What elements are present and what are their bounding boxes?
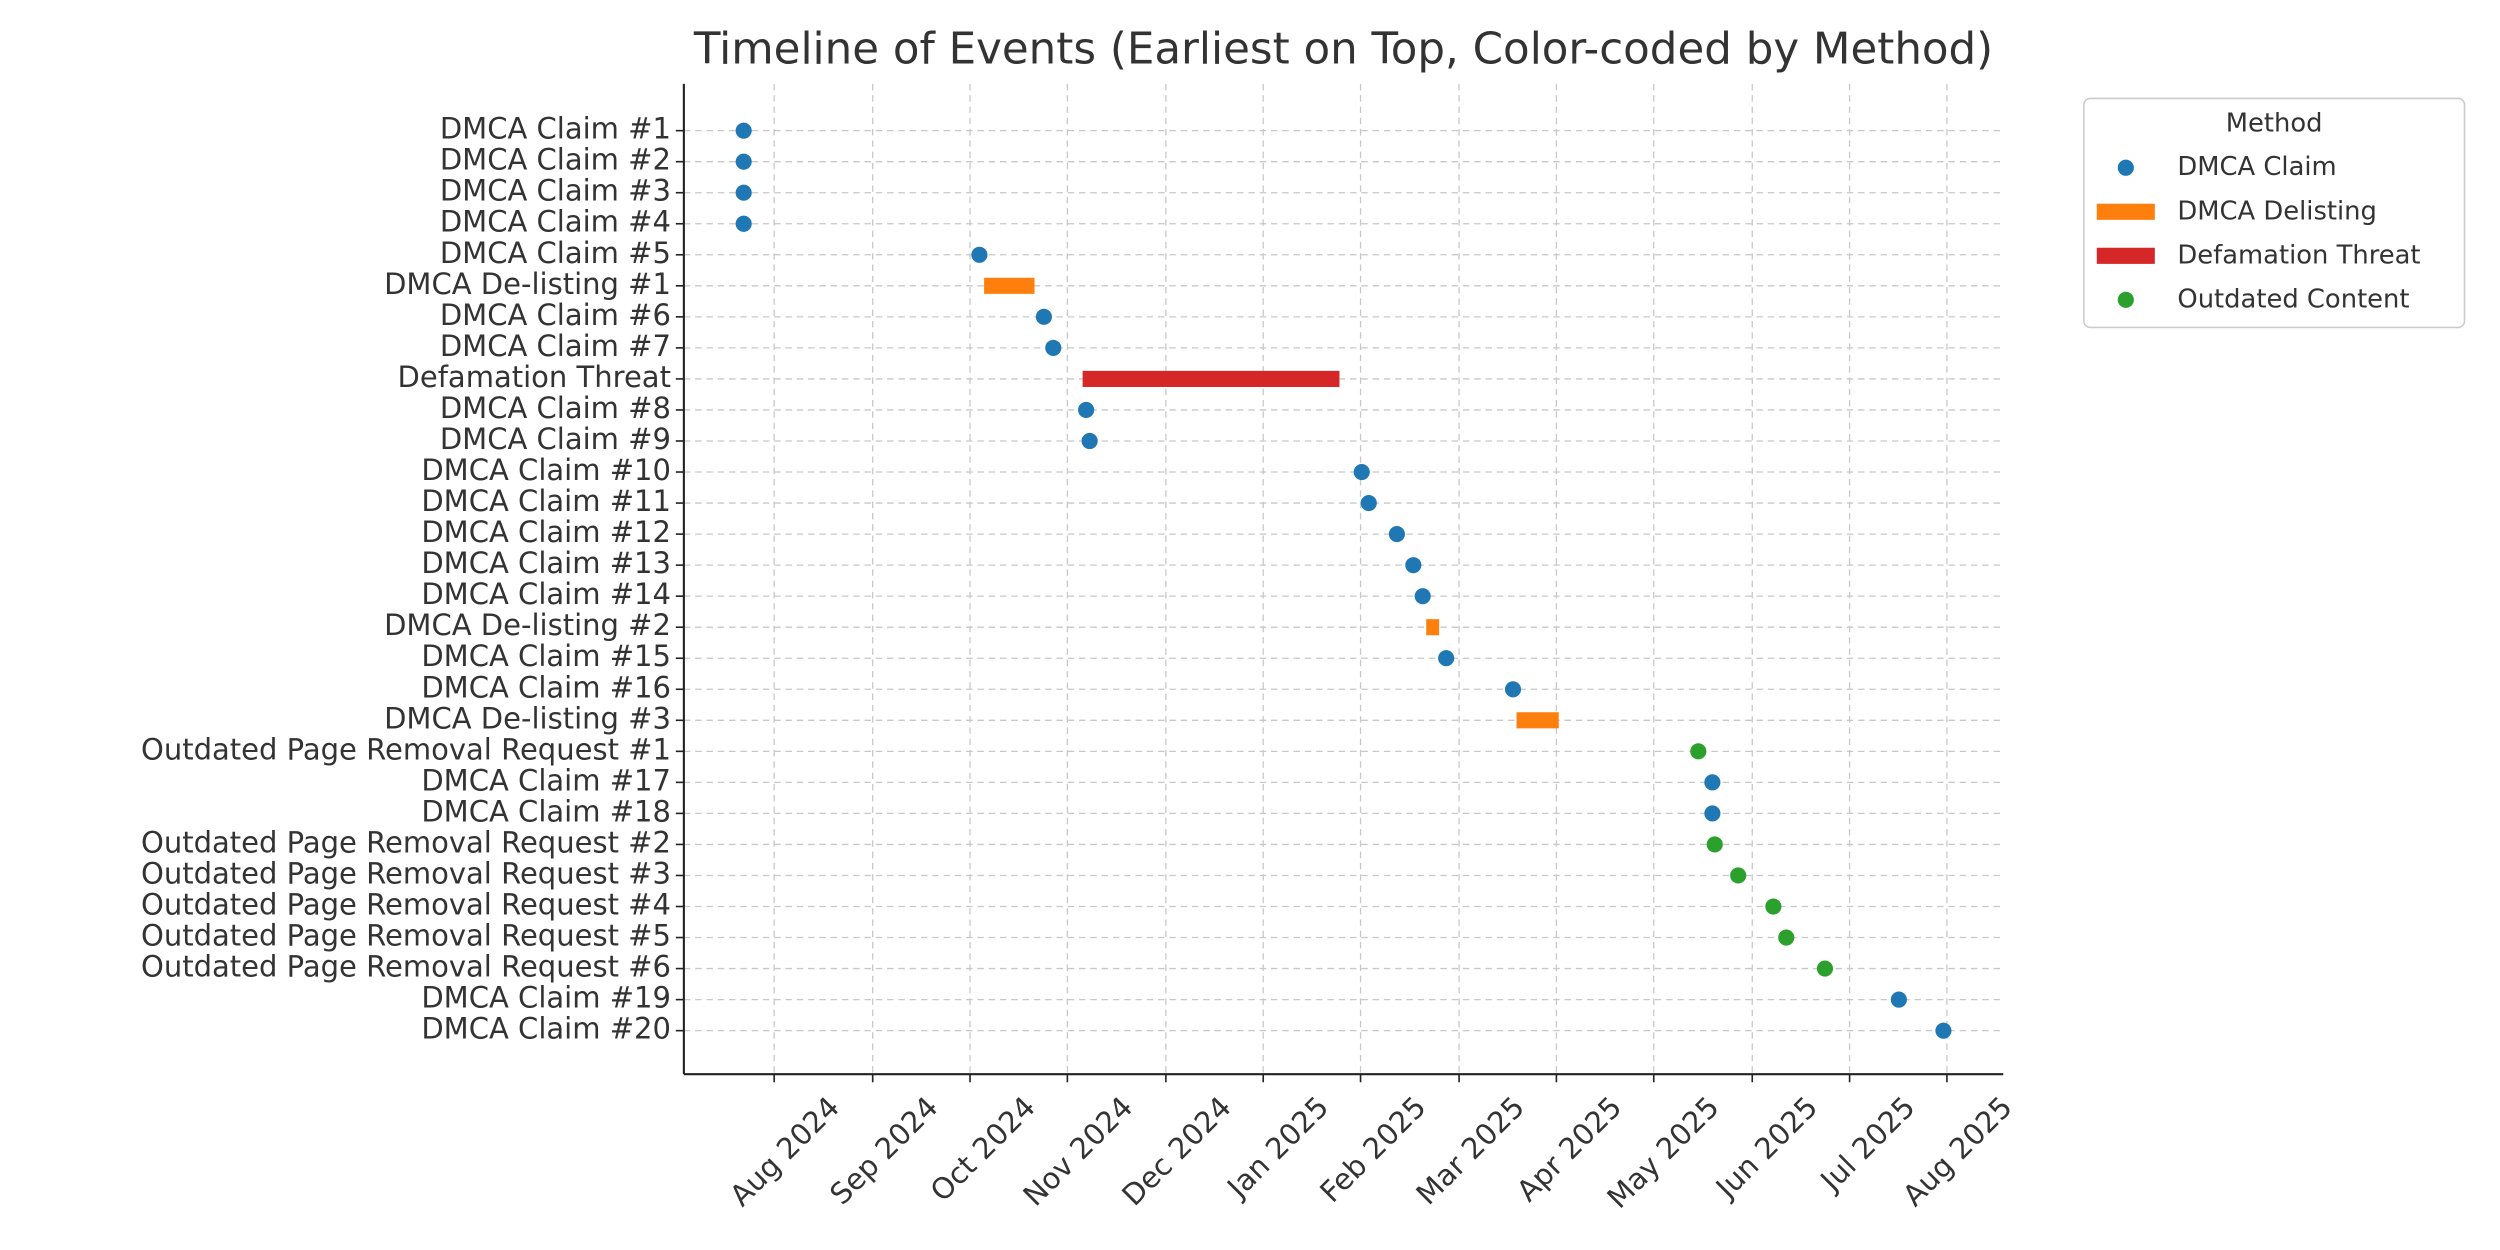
y-tick-label: Outdated Page Removal Request #4 <box>141 888 671 922</box>
y-tick-label: DMCA De-listing #1 <box>384 267 671 301</box>
y-tick-label: DMCA Claim #12 <box>421 515 671 549</box>
event-bar <box>1082 370 1340 387</box>
y-tick-label: DMCA Claim #18 <box>421 794 671 828</box>
legend: Method DMCA Claim DMCA Delisting Defamation… <box>2083 97 2466 329</box>
event-bar <box>1426 619 1440 636</box>
y-tick-label: DMCA Claim #8 <box>440 391 671 425</box>
event-point <box>1706 836 1723 853</box>
event-point <box>1360 494 1377 512</box>
event-point <box>1414 588 1431 605</box>
y-tick-label: Outdated Page Removal Request #1 <box>141 732 671 766</box>
legend-label: DMCA Delisting <box>2177 196 2376 226</box>
y-tick-label: DMCA Claim #14 <box>421 577 671 611</box>
event-point <box>1704 805 1721 822</box>
y-tick-label: DMCA Claim #3 <box>440 174 671 208</box>
event-point <box>1078 401 1095 419</box>
y-tick-label: Outdated Page Removal Request #6 <box>141 950 671 984</box>
y-tick-label: DMCA Claim #15 <box>421 639 671 673</box>
x-tick-label: Aug 2024 <box>723 1090 846 1213</box>
y-tick-label: Outdated Page Removal Request #2 <box>141 825 671 859</box>
y-tick-label: DMCA Claim #10 <box>421 453 671 487</box>
y-tick-label: DMCA Claim #13 <box>421 546 671 580</box>
event-point <box>1353 463 1370 481</box>
x-tick-label: Mar 2025 <box>1409 1090 1530 1211</box>
y-tick-label: DMCA Claim #2 <box>440 143 671 177</box>
legend-marker <box>2117 159 2134 176</box>
event-point <box>735 215 752 232</box>
event-point <box>1405 557 1422 574</box>
y-tick-label: DMCA Claim #20 <box>421 1012 671 1046</box>
y-tick-label: DMCA Claim #4 <box>440 205 671 239</box>
y-tick-label: DMCA De-listing #3 <box>384 701 671 735</box>
y-tick-label: Outdated Page Removal Request #5 <box>141 919 671 953</box>
legend-box <box>2083 97 2466 329</box>
y-tick-label: DMCA Claim #19 <box>421 981 671 1015</box>
y-tick-label: DMCA Claim #5 <box>440 236 671 270</box>
event-point <box>1081 432 1098 450</box>
event-point <box>1438 650 1455 667</box>
legend-label: DMCA Claim <box>2177 152 2336 182</box>
event-point <box>1935 1022 1952 1039</box>
event-point <box>1690 743 1707 760</box>
y-tick-label: DMCA Claim #1 <box>440 112 671 146</box>
event-point <box>1890 991 1907 1008</box>
y-tick-label: Defamation Threat <box>398 360 671 394</box>
event-point <box>1730 867 1747 884</box>
event-point <box>1504 681 1522 698</box>
event-point <box>1045 339 1062 356</box>
x-tick-label: Sep 2024 <box>823 1090 944 1211</box>
event-point <box>1778 929 1795 946</box>
legend-title: Method <box>2226 109 2323 139</box>
legend-marker <box>2096 203 2155 220</box>
legend-marker <box>2096 247 2155 264</box>
event-bar <box>1516 712 1559 729</box>
chart-title: Timeline of Events (Earliest on Top, Col… <box>693 25 1993 75</box>
event-point <box>1816 960 1834 977</box>
y-tick-label: DMCA Claim #9 <box>440 422 671 456</box>
y-tick-label: DMCA Claim #17 <box>421 763 671 797</box>
event-point <box>1704 774 1721 791</box>
event-point <box>1765 898 1782 915</box>
legend-marker <box>2117 291 2134 308</box>
event-point <box>735 184 752 201</box>
y-tick-label: Outdated Page Removal Request #3 <box>141 856 671 890</box>
event-point <box>735 153 752 170</box>
event-point <box>1035 308 1052 325</box>
legend-label: Outdated Content <box>2177 284 2409 314</box>
y-tick-label: DMCA De-listing #2 <box>384 608 671 642</box>
event-point <box>735 122 752 139</box>
y-tick-label: DMCA Claim #7 <box>440 329 671 363</box>
event-point <box>1388 526 1405 543</box>
y-tick-label: DMCA Claim #16 <box>421 670 671 704</box>
x-tick-label: Jun 2025 <box>1708 1090 1824 1206</box>
y-tick-label: DMCA Claim #6 <box>440 298 671 332</box>
y-tick-label: DMCA Claim #11 <box>421 484 671 518</box>
event-bar <box>984 277 1035 294</box>
event-point <box>971 246 988 263</box>
legend-label: Defamation Threat <box>2177 240 2420 270</box>
